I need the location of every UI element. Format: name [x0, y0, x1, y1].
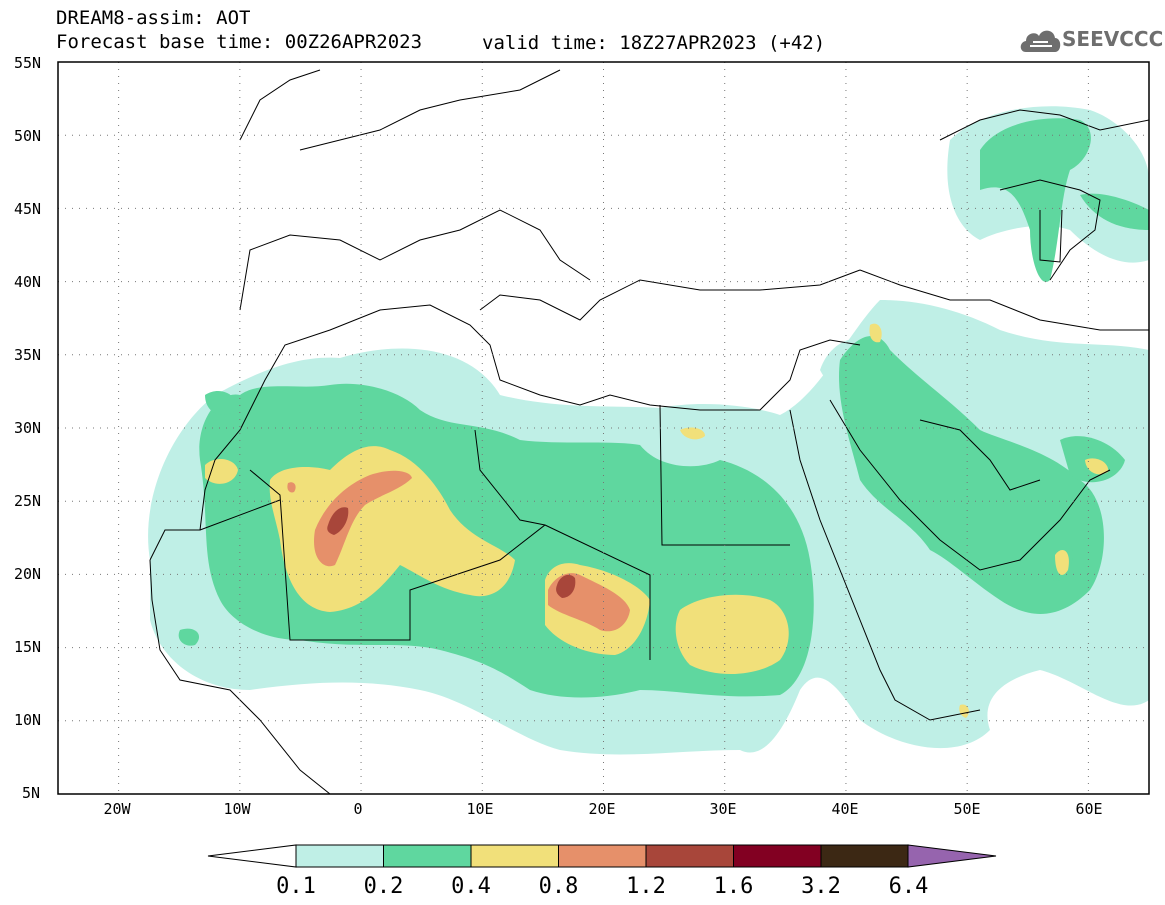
colorbar-level-label: 3.2	[801, 874, 841, 899]
lon-tick-label: 30E	[709, 800, 736, 818]
coastlines-borders	[149, 69, 1149, 794]
lon-tick-label: 20W	[103, 800, 131, 818]
colorbar-cell	[820, 844, 909, 868]
aot-fields	[148, 106, 1149, 755]
cloud-logo-icon	[1020, 30, 1061, 52]
colorbar-cell	[645, 844, 734, 868]
colorbar-level-label: 0.1	[276, 874, 316, 899]
lon-tick-label: 50E	[953, 800, 980, 818]
lon-tick-label: 10E	[466, 800, 493, 818]
lon-tick-label: 40E	[831, 800, 858, 818]
colorbar-lower-arrow	[207, 844, 297, 868]
colorbar-cell	[733, 844, 822, 868]
colorbar-level-label: 0.2	[364, 874, 404, 899]
lat-tick-label: 25N	[14, 492, 41, 510]
latitude-axis: 55N 50N 45N 40N 35N 30N 25N 20N 15N 10N …	[14, 54, 41, 802]
lat-tick-label: 15N	[14, 638, 41, 656]
lon-tick-label: 20E	[588, 800, 615, 818]
colorbar-cell	[558, 844, 647, 868]
graticule	[58, 62, 1149, 794]
colorbar-cell	[470, 844, 559, 868]
colorbar-level-label: 0.4	[451, 874, 491, 899]
seevccc-logo: SEEVCCC	[1062, 27, 1164, 51]
colorbar-cell	[383, 844, 472, 868]
lat-tick-label: 45N	[14, 200, 41, 218]
colorbar-level-label: 1.6	[714, 874, 754, 899]
lat-tick-label: 10N	[14, 711, 41, 729]
lat-tick-label: 30N	[14, 419, 41, 437]
colorbar-level-label: 6.4	[889, 874, 929, 899]
map-frame	[57, 61, 1150, 795]
colorbar: 0.1 0.2 0.4 0.8 1.2 1.6 3.2 6.4	[207, 844, 997, 899]
lon-tick-label: 0	[353, 800, 362, 818]
colorbar-cell	[295, 844, 384, 868]
valid-time: valid time: 18Z27APR2023 (+42)	[482, 32, 826, 54]
lat-tick-label: 50N	[14, 127, 41, 145]
longitude-axis: 20W 10W 0 10E 20E 30E 40E 50E 60E	[103, 800, 1102, 818]
lat-tick-label: 35N	[14, 346, 41, 364]
colorbar-upper-arrow	[907, 844, 997, 868]
forecast-base-time: Forecast base time: 00Z26APR2023	[56, 31, 423, 53]
lon-tick-label: 10W	[223, 800, 251, 818]
lat-tick-label: 5N	[22, 784, 40, 802]
colorbar-level-label: 0.8	[539, 874, 579, 899]
map-title: DREAM8-assim: AOT	[56, 7, 251, 29]
lat-tick-label: 55N	[14, 54, 41, 72]
lat-tick-label: 20N	[14, 565, 41, 583]
colorbar-level-label: 1.2	[626, 874, 666, 899]
lat-tick-label: 40N	[14, 273, 41, 291]
lon-tick-label: 60E	[1075, 800, 1102, 818]
